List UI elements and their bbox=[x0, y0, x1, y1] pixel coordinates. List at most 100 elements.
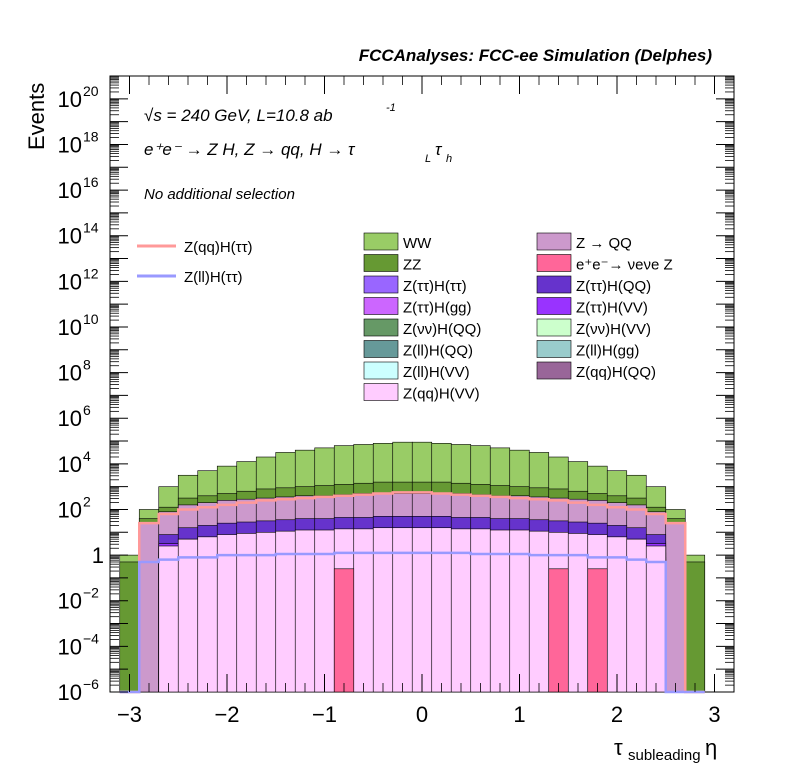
x-axis-label-eta: η bbox=[705, 735, 717, 760]
legend-swatch bbox=[363, 383, 399, 401]
legend-label: Z(ττ)H(VV) bbox=[576, 300, 648, 317]
signal-lines bbox=[119, 491, 705, 694]
y-tick-exponent: 8 bbox=[83, 357, 91, 373]
legend-label: Z(ll)H(ττ) bbox=[184, 269, 243, 286]
y-tick-exponent: 6 bbox=[83, 402, 91, 418]
y-tick-label: 10 bbox=[58, 269, 82, 294]
legend-swatch bbox=[536, 254, 572, 272]
y-tick-exponent: 12 bbox=[83, 265, 99, 281]
y-tick-label: 1 bbox=[92, 543, 104, 568]
legend-label: Z(ττ)H(gg) bbox=[403, 300, 472, 317]
y-tick-label: 10 bbox=[58, 406, 82, 431]
legend-swatch bbox=[363, 232, 399, 251]
legend-label: WW bbox=[403, 235, 432, 252]
bar-13-23 bbox=[567, 533, 589, 693]
x-tick-label: 1 bbox=[513, 702, 525, 727]
x-axis: −3 −2 −1 0 1 2 3 bbox=[109, 76, 735, 727]
energy-text: √s = 240 GeV, L=10.8 ab bbox=[144, 106, 333, 125]
process-sub1: L bbox=[425, 153, 431, 165]
y-tick-exponent: −6 bbox=[83, 676, 99, 692]
bar-1-0 bbox=[119, 561, 140, 693]
signal-line-0 bbox=[119, 491, 705, 694]
x-axis-label-sub: subleading bbox=[628, 747, 701, 764]
legend-swatch bbox=[536, 361, 572, 380]
energy-sup: -1 bbox=[386, 102, 396, 114]
x-tick-label: −2 bbox=[214, 702, 239, 727]
legend-label: Z(qq)H(VV) bbox=[403, 386, 480, 403]
legend-swatch bbox=[363, 318, 399, 337]
y-tick-exponent: −2 bbox=[83, 585, 99, 601]
y-tick-exponent: 16 bbox=[83, 174, 99, 190]
bar-13-4 bbox=[197, 536, 218, 693]
y-axis-label: Events bbox=[24, 83, 49, 150]
y-tick-label: 10 bbox=[58, 589, 82, 614]
legend-swatch bbox=[536, 275, 572, 294]
y-tick-exponent: 2 bbox=[83, 493, 91, 509]
legend-swatch bbox=[363, 361, 399, 380]
bar-14-22 bbox=[548, 568, 569, 693]
x-axis-label: τ subleading η bbox=[614, 735, 717, 764]
process-sub2: h bbox=[446, 153, 452, 165]
legend-label: Z(νν)H(VV) bbox=[576, 321, 651, 338]
bar-13-6 bbox=[236, 533, 257, 693]
y-tick-label: 10 bbox=[58, 680, 82, 705]
y-tick-label: 10 bbox=[58, 178, 82, 203]
bar-13-27 bbox=[645, 545, 667, 693]
legend-label: Z → QQ bbox=[576, 235, 632, 252]
y-tick-exponent: 14 bbox=[83, 220, 99, 236]
y-tick-exponent: 20 bbox=[83, 83, 99, 99]
legend-swatch bbox=[363, 340, 399, 358]
legend-label: Z(νν)H(QQ) bbox=[403, 321, 481, 338]
y-tick-label: 10 bbox=[58, 452, 82, 477]
x-tick-label: −3 bbox=[117, 702, 142, 727]
bar-13-25 bbox=[606, 536, 628, 693]
legend-label: ZZ bbox=[403, 257, 421, 274]
stacked-histograms bbox=[119, 441, 706, 693]
legend-swatch bbox=[363, 297, 399, 315]
y-tick-label: 10 bbox=[58, 361, 82, 386]
x-tick-label: −1 bbox=[312, 702, 337, 727]
legend-label: e⁺e⁻→ νeνe Z bbox=[576, 257, 673, 274]
x-tick-label: 3 bbox=[708, 702, 720, 727]
bar-14-24 bbox=[587, 568, 608, 693]
y-tick-exponent: −4 bbox=[83, 630, 99, 646]
legend-label: Z(qq)H(ττ) bbox=[184, 239, 253, 256]
legend-swatch bbox=[536, 340, 572, 358]
y-tick-exponent: 4 bbox=[83, 448, 91, 464]
y-tick-label: 10 bbox=[58, 634, 82, 659]
bar-13-5 bbox=[216, 534, 238, 693]
y-tick-label: 10 bbox=[58, 132, 82, 157]
process-tau2: τ bbox=[435, 140, 443, 159]
y-tick-label: 10 bbox=[58, 87, 82, 112]
legend-swatch bbox=[536, 297, 572, 315]
bar-2-28 bbox=[665, 522, 686, 693]
bar-13-2 bbox=[158, 545, 179, 693]
legend-label: Z(qq)H(QQ) bbox=[576, 364, 656, 381]
bar-1-29 bbox=[684, 561, 706, 693]
legend-swatch bbox=[363, 254, 399, 272]
annotation-energy: √s = 240 GeV, L=10.8 ab -1 bbox=[144, 102, 396, 125]
legend-swatch bbox=[363, 275, 399, 294]
y-tick-exponent: 18 bbox=[83, 128, 99, 144]
bar-13-26 bbox=[626, 538, 647, 693]
legend-label: Z(ττ)H(ττ) bbox=[403, 278, 467, 295]
chart-title: FCCAnalyses: FCC-ee Simulation (Delphes) bbox=[359, 46, 713, 65]
annotation-process: e⁺e⁻ → Z H, Z → qq, H → τ L τ h bbox=[144, 140, 452, 165]
signal-line-1 bbox=[119, 551, 705, 694]
legend-label: Z(ll)H(QQ) bbox=[403, 343, 473, 360]
x-tick-label: 2 bbox=[611, 702, 623, 727]
legend-label: Z(ll)H(gg) bbox=[576, 343, 639, 360]
y-tick-label: 10 bbox=[58, 315, 82, 340]
y-tick-label: 10 bbox=[58, 497, 82, 522]
bar-13-3 bbox=[177, 538, 199, 693]
process-text: e⁺e⁻ → Z H, Z → qq, H → τ bbox=[144, 140, 356, 159]
legend-swatch bbox=[536, 232, 572, 251]
x-tick-label: 0 bbox=[416, 702, 428, 727]
legend-swatch bbox=[536, 318, 572, 337]
legend: Z(qq)H(ττ) Z(ll)H(ττ) WW ZZ Z(ττ)H(ττ) Z(ττ)H… bbox=[137, 232, 673, 403]
legend-label: Z(ll)H(VV) bbox=[403, 364, 470, 381]
selection-text: No additional selection bbox=[144, 186, 295, 203]
bar-2-1 bbox=[138, 522, 160, 693]
x-axis-label-tau: τ bbox=[614, 735, 623, 760]
